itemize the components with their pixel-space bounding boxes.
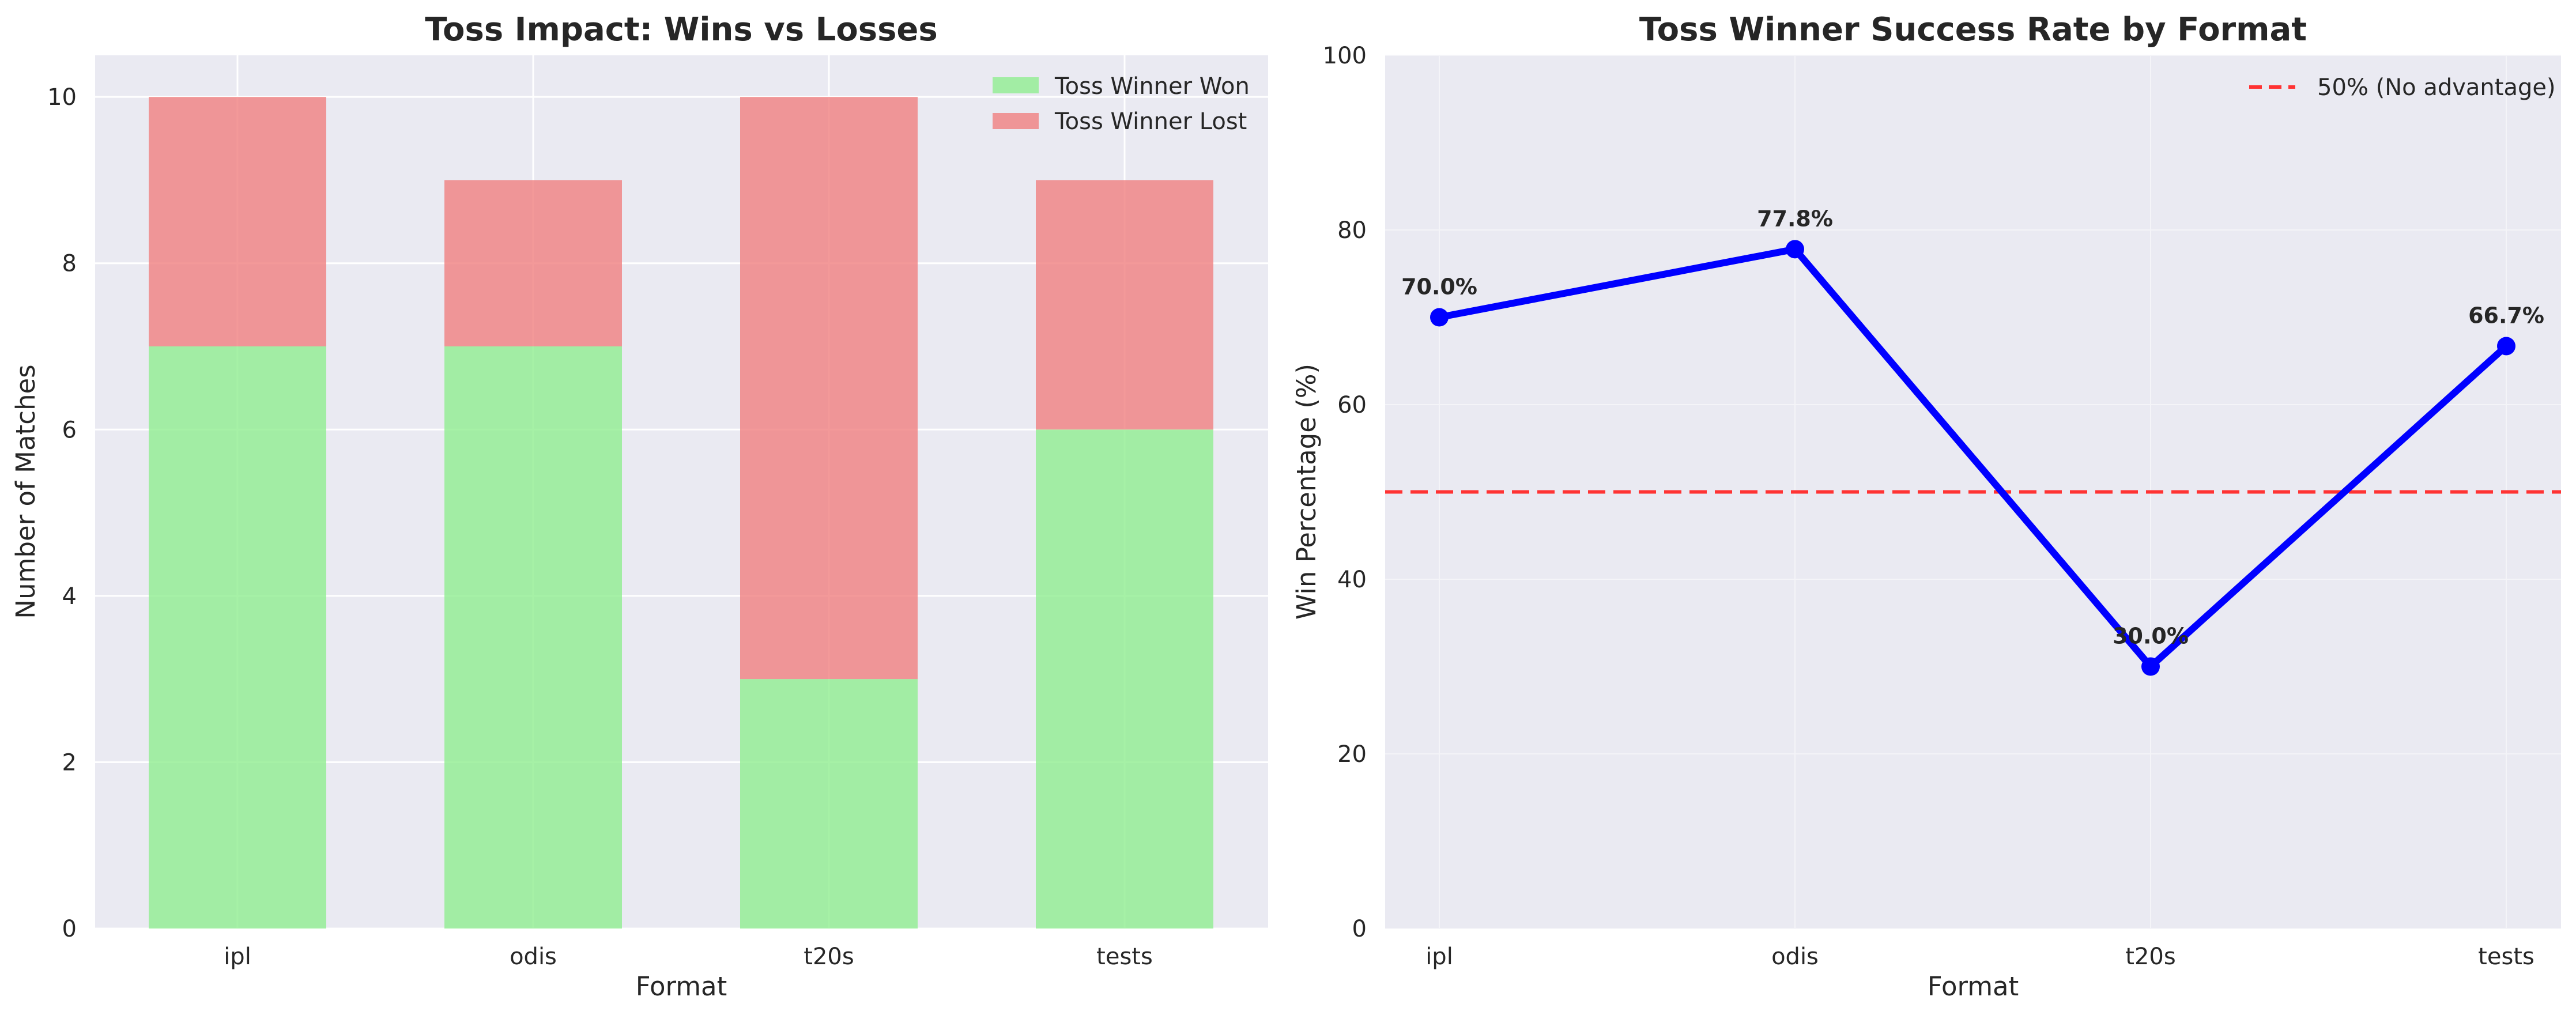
data-label-tests: 66.7%: [2468, 303, 2544, 328]
chart-title-left: Toss Impact: Wins vs Losses: [425, 11, 937, 48]
data-label-ipl: 70.0%: [1401, 274, 1477, 300]
y-tick-label: 0: [1352, 916, 1367, 942]
y-tick-label: 6: [62, 417, 77, 443]
legend-left: Toss Winner Won Toss Winner Lost: [993, 73, 1250, 135]
x-ticks-right: ipl odis t20s tests: [1425, 943, 2534, 970]
y-tick-label: 2: [62, 749, 77, 776]
x-tick-label: odis: [510, 943, 557, 970]
x-tick-label: tests: [2478, 943, 2534, 970]
bar-won-t20s: [740, 679, 918, 929]
y-ticks-left: 0 2 4 6 8 10: [47, 84, 77, 942]
y-tick-label: 4: [62, 583, 77, 610]
y-tick-label: 60: [1337, 392, 1367, 418]
data-label-odis: 77.8%: [1757, 206, 1833, 231]
bar-lost-ipl: [149, 97, 326, 346]
x-ticks-left: ipl odis t20s tests: [224, 943, 1153, 970]
y-tick-label: 100: [1323, 43, 1367, 69]
x-tick-label: t20s: [2125, 943, 2175, 970]
x-tick-label: odis: [1771, 943, 1819, 970]
y-tick-label: 0: [62, 916, 77, 942]
y-tick-label: 8: [62, 251, 77, 277]
y-tick-label: 20: [1337, 741, 1367, 768]
data-points-right: 70.0% 77.8% 30.0% 66.7%: [1401, 206, 2544, 676]
x-axis-label-left: Format: [636, 971, 727, 1002]
legend-label-lost: Toss Winner Lost: [1054, 108, 1247, 135]
bar-lost-t20s: [740, 97, 918, 680]
legend-label-won: Toss Winner Won: [1054, 73, 1250, 100]
data-label-t20s: 30.0%: [2113, 624, 2189, 649]
bars-left: [149, 97, 1213, 929]
legend-swatch-lost: [993, 113, 1039, 129]
y-tick-label: 80: [1337, 217, 1367, 244]
bar-lost-tests: [1036, 180, 1213, 430]
y-axis-label-right: Win Percentage (%): [1291, 364, 1322, 620]
legend-right: 50% (No advantage): [2249, 74, 2556, 101]
y-ticks-right: 0 20 40 60 80 100: [1323, 43, 1367, 942]
legend-label-reference: 50% (No advantage): [2317, 74, 2556, 101]
bar-won-odis: [444, 346, 622, 929]
bar-won-tests: [1036, 429, 1213, 929]
success-rate-line: [1438, 245, 2509, 672]
chart-success-rate: 70.0% 77.8% 30.0% 66.7% 0 20 40 60 80 100 ipl odi…: [1291, 11, 2561, 1002]
legend-swatch-won: [993, 77, 1039, 93]
data-point-ipl: [1430, 308, 1449, 327]
bar-lost-odis: [444, 180, 622, 346]
data-point-t20s: [2141, 657, 2160, 676]
x-tick-label: tests: [1096, 943, 1153, 970]
x-axis-label-right: Format: [1928, 971, 2019, 1002]
x-tick-label: ipl: [1425, 943, 1453, 970]
y-tick-label: 40: [1337, 567, 1367, 593]
x-tick-label: t20s: [804, 943, 854, 970]
y-axis-label-left: Number of Matches: [10, 364, 41, 618]
y-tick-label: 10: [47, 84, 77, 111]
chart-toss-impact: 0 2 4 6 8 10 ipl odis t20s tests Toss Impact: Wi…: [10, 11, 1268, 1002]
chart-title-right: Toss Winner Success Rate by Format: [1639, 11, 2307, 48]
x-tick-label: ipl: [224, 943, 251, 970]
bar-won-ipl: [149, 346, 326, 929]
data-point-tests: [2497, 337, 2515, 356]
data-point-odis: [1786, 240, 1804, 259]
